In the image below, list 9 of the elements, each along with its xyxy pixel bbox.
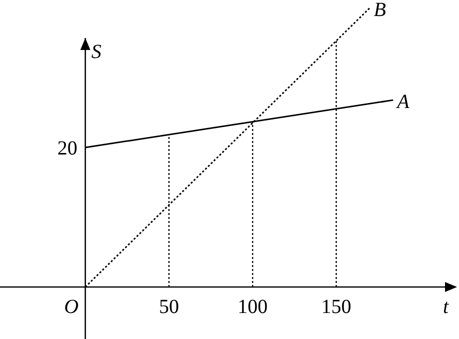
series-label: A — [395, 91, 410, 114]
x-tick-label: O — [64, 296, 79, 318]
x-axis-title: t — [443, 296, 449, 318]
y-axis-title: S — [91, 41, 102, 63]
x-tick-label: 50 — [158, 296, 179, 318]
x-tick-label: 150 — [321, 296, 352, 318]
series-label: B — [374, 0, 386, 21]
x-tick-label: 100 — [238, 296, 268, 318]
annotation: 20 — [57, 138, 78, 160]
